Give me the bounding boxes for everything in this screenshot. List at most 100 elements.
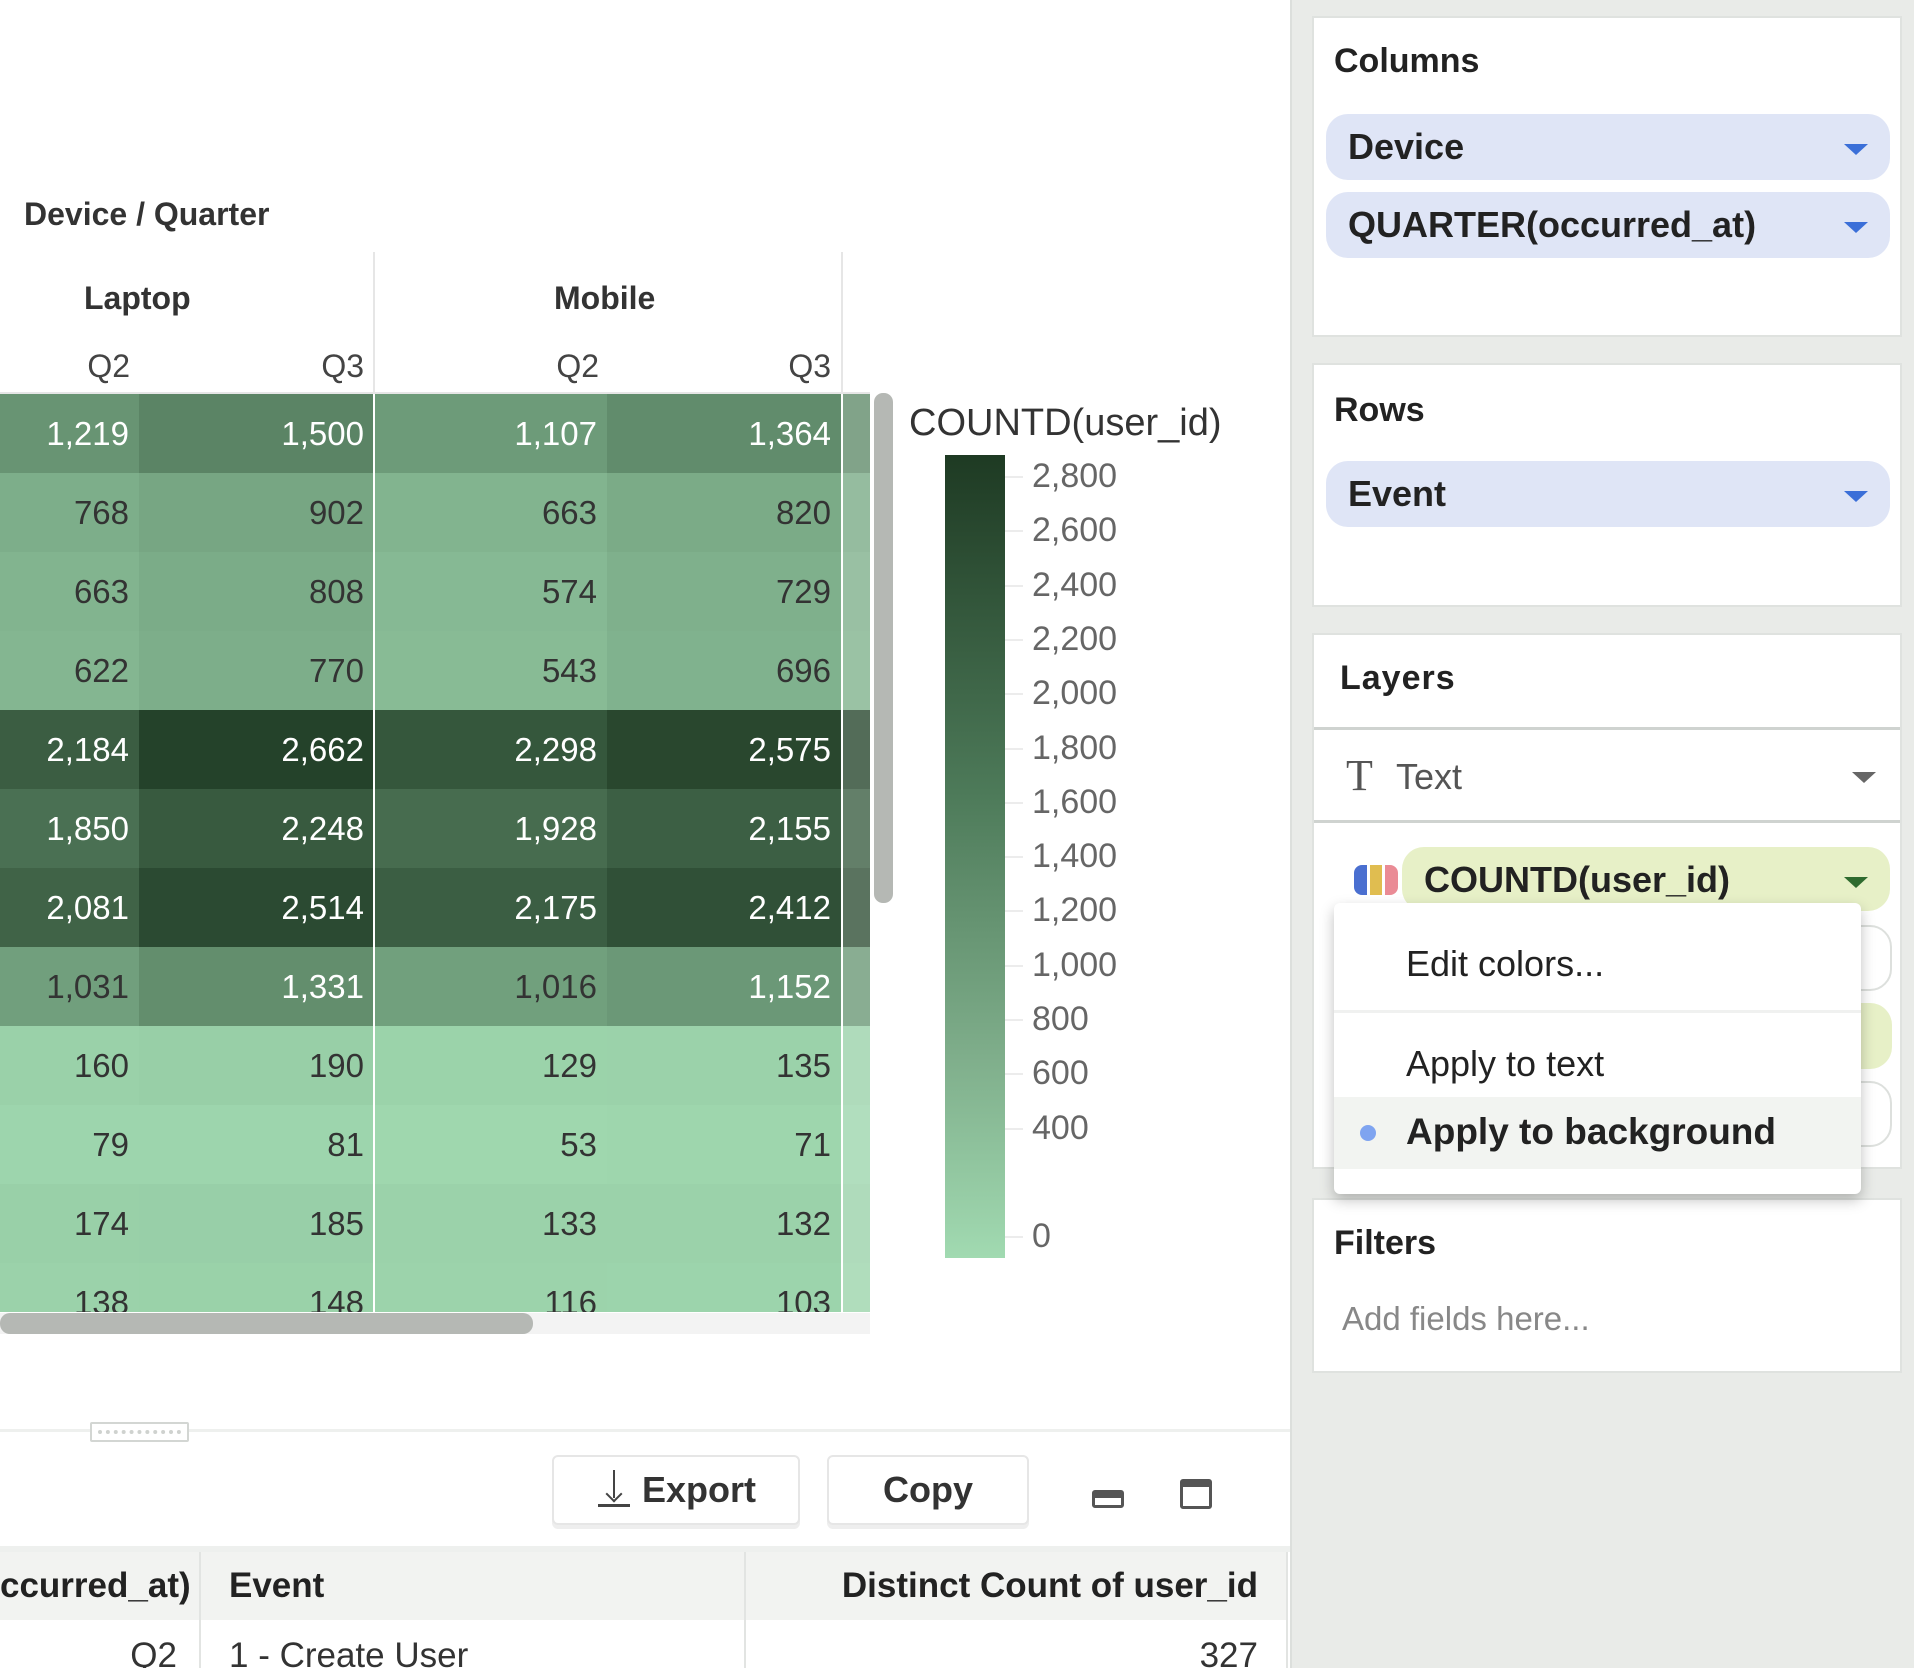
download-icon: [596, 1470, 632, 1507]
menu-item-apply-to-text[interactable]: Apply to text: [1406, 1043, 1605, 1084]
heatmap-cell-partial: [841, 1263, 870, 1312]
heatmap-cell[interactable]: 543: [374, 631, 607, 710]
column-header-distinct-count[interactable]: Distinct Count of user_id: [746, 1552, 1288, 1620]
chevron-down-icon[interactable]: [1844, 144, 1868, 155]
heatmap-cell[interactable]: 2,081: [0, 868, 139, 947]
layer-type-select[interactable]: T Text: [1314, 730, 1900, 820]
heatmap-cell[interactable]: 190: [139, 1026, 374, 1105]
column-pill-device[interactable]: Device: [1326, 114, 1890, 180]
heatmap-cell[interactable]: 2,412: [607, 868, 841, 947]
heatmap-cell[interactable]: 1,016: [374, 947, 607, 1026]
heatmap-cell[interactable]: 902: [139, 473, 374, 552]
heatmap-cell[interactable]: 132: [607, 1184, 841, 1263]
heatmap-cell[interactable]: 2,298: [374, 710, 607, 789]
heatmap-cell[interactable]: 79: [0, 1105, 139, 1184]
layers-title: Layers: [1340, 659, 1456, 697]
expand-panel-icon[interactable]: [1180, 1479, 1212, 1509]
filters-dropzone[interactable]: Add fields here...: [1342, 1300, 1590, 1337]
heatmap-cell[interactable]: 133: [374, 1184, 607, 1263]
heatmap-cell[interactable]: 574: [374, 552, 607, 631]
column-header-event[interactable]: Event: [201, 1552, 746, 1620]
heatmap-cell[interactable]: 71: [607, 1105, 841, 1184]
pane-divider: [0, 1429, 1290, 1432]
heatmap-cell[interactable]: 129: [374, 1026, 607, 1105]
legend-tick-mark: [1005, 801, 1023, 804]
heatmap-cell[interactable]: 768: [0, 473, 139, 552]
color-options-menu: Edit colors... Apply to text Apply to ba…: [1334, 903, 1861, 1194]
legend-tick-mark: [1005, 856, 1023, 859]
heatmap-cell[interactable]: 138: [0, 1263, 139, 1312]
heatmap-cell[interactable]: 1,928: [374, 789, 607, 868]
color-field-pill[interactable]: COUNTD(user_id): [1402, 847, 1890, 911]
heatmap-cell-partial: [841, 1105, 870, 1184]
heatmap-cell[interactable]: 53: [374, 1105, 607, 1184]
menu-item-apply-to-background[interactable]: Apply to background: [1334, 1097, 1861, 1169]
heatmap-cell[interactable]: 663: [0, 552, 139, 631]
heatmap-cell-partial: [841, 394, 870, 473]
heatmap-cell[interactable]: 770: [139, 631, 374, 710]
heatmap-cell-partial: [841, 1026, 870, 1105]
heatmap-cell[interactable]: 663: [374, 473, 607, 552]
legend-tick-label: 0: [1032, 1217, 1051, 1256]
legend-gradient: [945, 455, 1005, 1258]
heatmap-cell[interactable]: 135: [607, 1026, 841, 1105]
menu-item-edit-colors[interactable]: Edit colors...: [1406, 943, 1605, 984]
heatmap-cell[interactable]: 103: [607, 1263, 841, 1312]
selected-bullet-icon: [1360, 1125, 1376, 1141]
pill-label: Event: [1348, 473, 1447, 514]
pill-label: Device: [1348, 126, 1465, 167]
chevron-down-icon[interactable]: [1844, 222, 1868, 233]
heatmap-cell[interactable]: 1,364: [607, 394, 841, 473]
row-pill-event[interactable]: Event: [1326, 461, 1890, 527]
legend-tick-label: 800: [1032, 1000, 1089, 1038]
legend-tick-label: 2,400: [1032, 565, 1118, 604]
column-group-mobile: Mobile: [554, 280, 656, 316]
heatmap-cell[interactable]: 174: [0, 1184, 139, 1263]
legend-tick-mark: [1005, 476, 1023, 478]
heatmap-cell[interactable]: 820: [607, 473, 841, 552]
horizontal-scrollbar[interactable]: [0, 1313, 533, 1334]
chevron-down-icon[interactable]: [1844, 877, 1868, 888]
collapse-panel-icon[interactable]: [1092, 1490, 1124, 1508]
heatmap-cell[interactable]: 148: [139, 1263, 374, 1312]
export-button[interactable]: Export: [552, 1455, 800, 1525]
heatmap-cell[interactable]: 2,175: [374, 868, 607, 947]
legend-tick-mark: [1005, 1236, 1023, 1239]
legend-tick-mark: [1005, 1127, 1023, 1130]
heatmap-cell[interactable]: 2,514: [139, 868, 374, 947]
heatmap-cell[interactable]: 2,248: [139, 789, 374, 868]
chevron-down-icon[interactable]: [1844, 491, 1868, 502]
heatmap-cell[interactable]: 2,575: [607, 710, 841, 789]
heatmap-cell[interactable]: 160: [0, 1026, 139, 1105]
quarter-header: Q3: [788, 348, 831, 384]
filters-shelf: Filters Add fields here...: [1312, 1198, 1902, 1373]
heatmap-cell[interactable]: 1,500: [139, 394, 374, 473]
copy-button[interactable]: Copy: [827, 1455, 1029, 1525]
heatmap-cell[interactable]: 808: [139, 552, 374, 631]
legend-title: COUNTD(user_id): [909, 402, 1222, 444]
color-palette-icon[interactable]: [1354, 865, 1399, 895]
heatmap-cell[interactable]: 1,031: [0, 947, 139, 1026]
heatmap-cell-partial: [841, 1184, 870, 1263]
heatmap-cell[interactable]: 116: [374, 1263, 607, 1312]
heatmap-cell[interactable]: 1,219: [0, 394, 139, 473]
heatmap-cell[interactable]: 2,155: [607, 789, 841, 868]
heatmap-cell[interactable]: 2,184: [0, 710, 139, 789]
heatmap-cell[interactable]: 696: [607, 631, 841, 710]
resize-handle[interactable]: [90, 1422, 189, 1442]
heatmap-cell[interactable]: 1,152: [607, 947, 841, 1026]
column-pill-quarter[interactable]: QUARTER(occurred_at): [1326, 192, 1890, 258]
heatmap-cell[interactable]: 1,850: [0, 789, 139, 868]
heatmap-cell[interactable]: 185: [139, 1184, 374, 1263]
heatmap-cell[interactable]: 729: [607, 552, 841, 631]
column-header-quarter[interactable]: ccurred_at): [0, 1552, 201, 1620]
heatmap-cell[interactable]: 2,662: [139, 710, 374, 789]
chevron-down-icon[interactable]: [1852, 772, 1876, 783]
heatmap-cell[interactable]: 622: [0, 631, 139, 710]
heatmap-cell[interactable]: 1,107: [374, 394, 607, 473]
heatmap-cell[interactable]: 1,331: [139, 947, 374, 1026]
vertical-scrollbar[interactable]: [874, 393, 893, 903]
legend-tick-label: 2,600: [1032, 511, 1118, 550]
legend-tick-label: 1,400: [1032, 837, 1118, 876]
heatmap-cell[interactable]: 81: [139, 1105, 374, 1184]
